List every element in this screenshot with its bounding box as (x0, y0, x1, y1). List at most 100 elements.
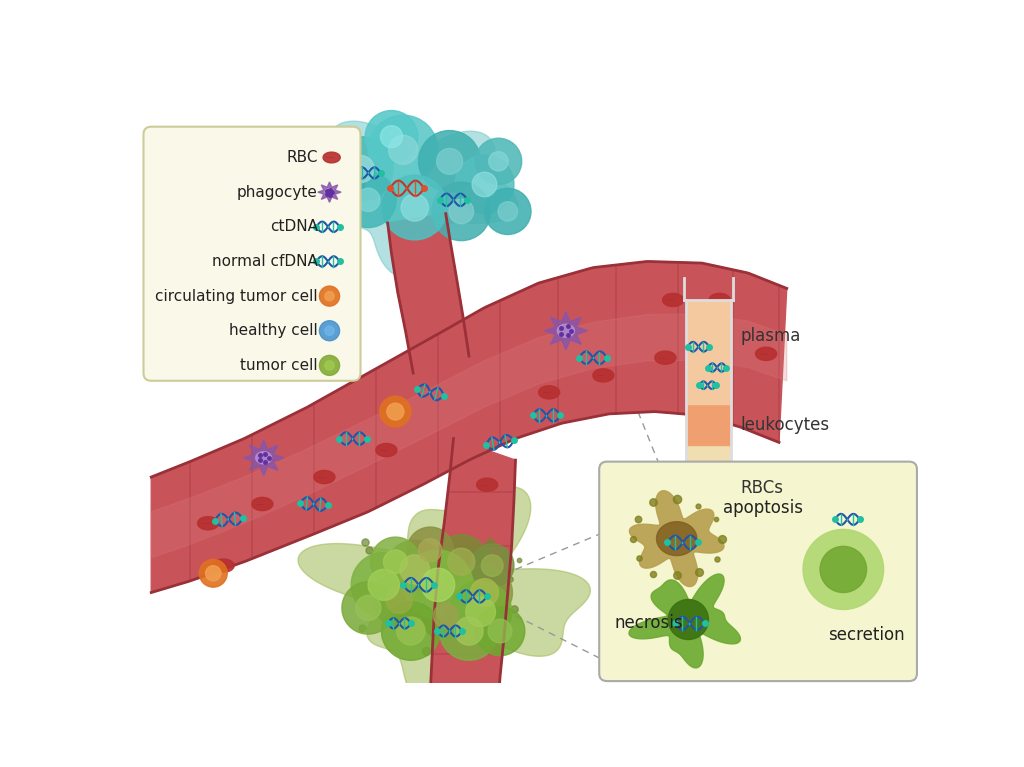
Circle shape (419, 130, 480, 193)
Circle shape (319, 286, 340, 306)
Polygon shape (450, 581, 512, 643)
Polygon shape (152, 314, 786, 558)
Polygon shape (430, 439, 515, 700)
Circle shape (669, 600, 709, 640)
Polygon shape (324, 152, 340, 163)
Circle shape (319, 355, 340, 375)
Polygon shape (457, 565, 512, 621)
Polygon shape (355, 595, 381, 621)
Polygon shape (325, 189, 334, 196)
FancyBboxPatch shape (599, 462, 916, 681)
Circle shape (484, 188, 531, 235)
Text: plasma: plasma (740, 328, 801, 345)
Circle shape (488, 152, 508, 171)
Polygon shape (298, 487, 591, 712)
Text: phagocyte: phagocyte (237, 185, 317, 199)
Circle shape (380, 397, 411, 427)
Polygon shape (539, 386, 560, 399)
Polygon shape (475, 607, 524, 656)
Polygon shape (368, 569, 399, 601)
Polygon shape (434, 535, 488, 589)
Polygon shape (256, 452, 271, 464)
Circle shape (319, 202, 339, 221)
Text: ctDNA: ctDNA (270, 219, 317, 234)
Polygon shape (654, 351, 676, 364)
Polygon shape (373, 574, 426, 627)
FancyBboxPatch shape (143, 127, 360, 380)
Polygon shape (400, 555, 429, 584)
Polygon shape (317, 182, 341, 202)
Polygon shape (252, 497, 273, 511)
Circle shape (498, 202, 517, 221)
Polygon shape (476, 478, 498, 492)
Circle shape (309, 153, 366, 209)
Circle shape (820, 546, 866, 593)
Text: normal cfDNA: normal cfDNA (212, 254, 317, 269)
Polygon shape (385, 540, 444, 599)
Circle shape (381, 126, 402, 148)
Polygon shape (342, 581, 394, 634)
Polygon shape (351, 552, 417, 617)
Circle shape (325, 291, 334, 301)
Text: secretion: secretion (827, 626, 904, 644)
Polygon shape (471, 578, 499, 607)
Circle shape (206, 566, 221, 581)
Polygon shape (386, 588, 413, 614)
Polygon shape (439, 602, 499, 660)
Text: healthy cell: healthy cell (229, 323, 317, 338)
Polygon shape (629, 574, 740, 668)
Polygon shape (396, 617, 425, 645)
Polygon shape (313, 470, 335, 484)
Polygon shape (593, 369, 614, 382)
Circle shape (388, 135, 418, 164)
Polygon shape (388, 214, 469, 373)
Polygon shape (663, 293, 684, 307)
Polygon shape (471, 544, 514, 588)
Text: RBCs: RBCs (740, 479, 783, 497)
Text: necrosis: necrosis (614, 614, 683, 632)
Polygon shape (325, 121, 518, 279)
Polygon shape (383, 550, 408, 574)
Circle shape (455, 155, 514, 214)
Circle shape (325, 360, 334, 370)
Polygon shape (244, 440, 284, 476)
Polygon shape (371, 537, 420, 587)
Circle shape (436, 148, 463, 174)
Polygon shape (198, 517, 219, 530)
Circle shape (328, 137, 393, 202)
Circle shape (319, 321, 340, 341)
Polygon shape (686, 446, 731, 531)
Polygon shape (656, 522, 697, 555)
Circle shape (387, 403, 403, 420)
Circle shape (475, 138, 521, 184)
Polygon shape (419, 538, 442, 561)
Polygon shape (756, 347, 776, 360)
Text: tumor cell: tumor cell (241, 358, 317, 373)
Polygon shape (488, 619, 512, 643)
Polygon shape (403, 550, 473, 620)
Circle shape (432, 182, 490, 241)
Polygon shape (630, 491, 724, 587)
Circle shape (200, 559, 227, 588)
Polygon shape (686, 514, 731, 531)
Circle shape (449, 199, 474, 224)
Circle shape (366, 110, 418, 163)
Circle shape (347, 156, 374, 183)
Polygon shape (213, 559, 234, 572)
Circle shape (382, 175, 447, 240)
Circle shape (340, 172, 396, 228)
Text: circulating tumor cell: circulating tumor cell (156, 288, 317, 304)
Polygon shape (466, 597, 496, 627)
Circle shape (472, 172, 497, 196)
Polygon shape (381, 602, 440, 660)
Polygon shape (709, 340, 730, 353)
Text: apoptosis: apoptosis (723, 499, 803, 517)
Polygon shape (557, 324, 574, 337)
Polygon shape (481, 555, 503, 576)
Polygon shape (447, 548, 475, 575)
Circle shape (326, 169, 349, 193)
Polygon shape (544, 311, 588, 350)
Polygon shape (407, 527, 454, 573)
Circle shape (325, 326, 334, 335)
Polygon shape (376, 443, 397, 456)
